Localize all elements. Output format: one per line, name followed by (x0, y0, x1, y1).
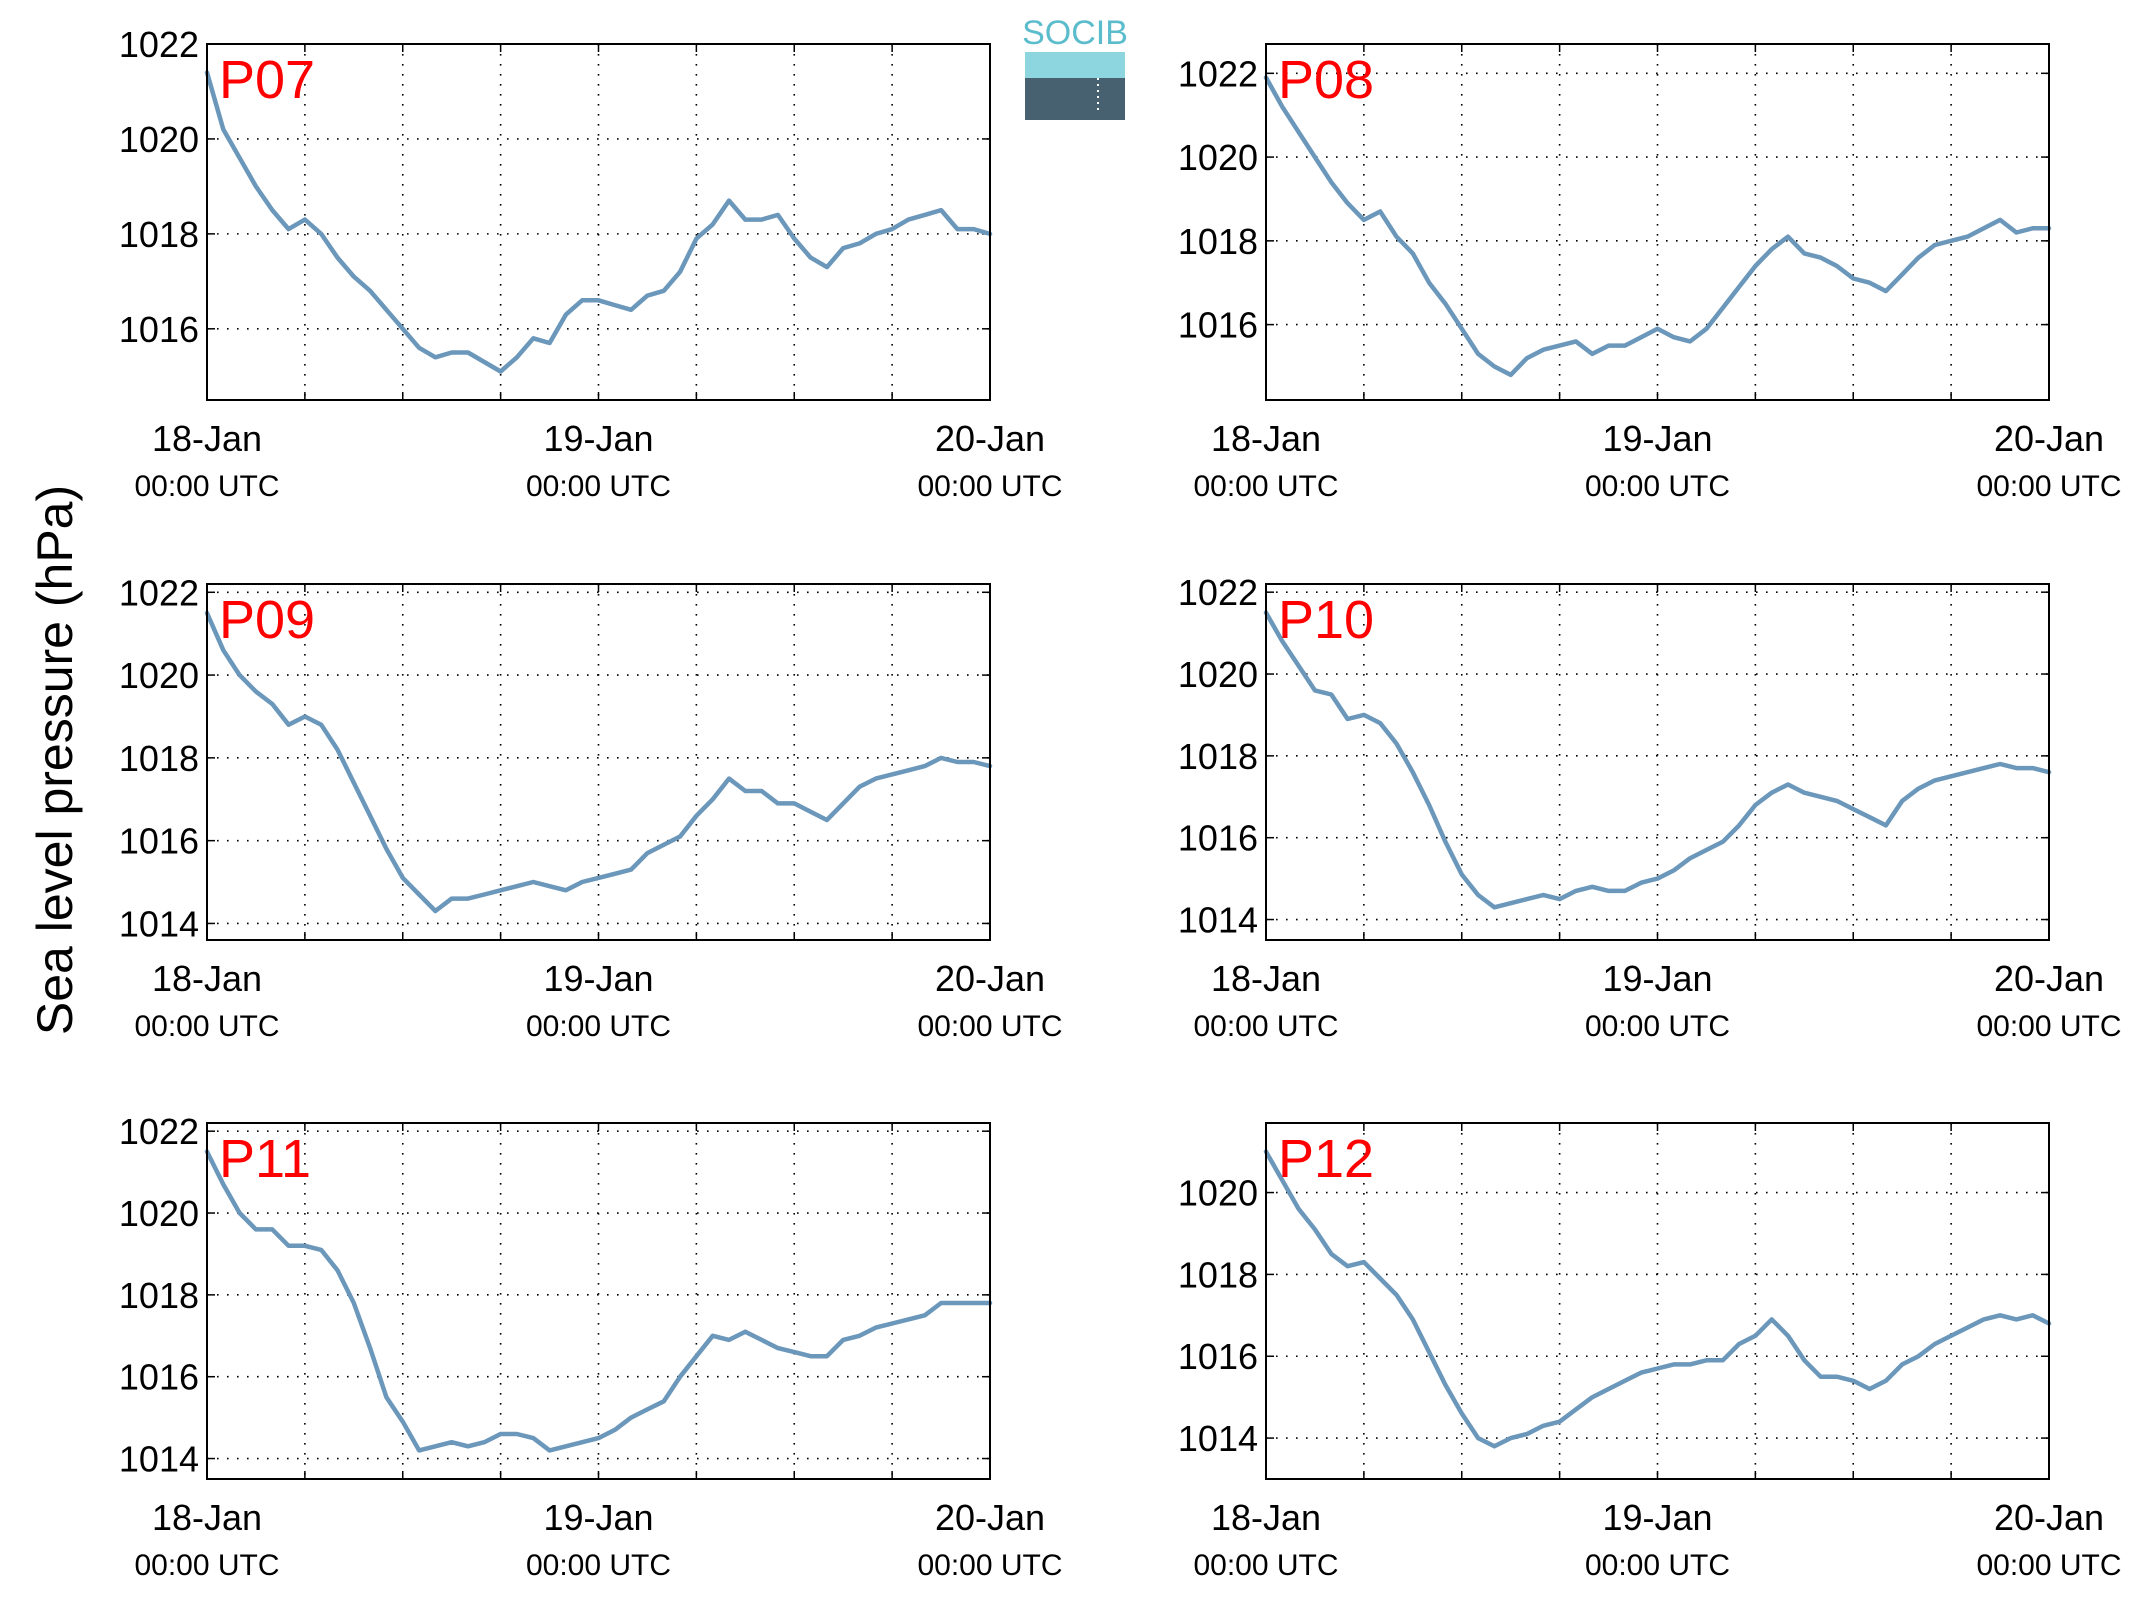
y-tick-label: 1022 (119, 572, 199, 613)
chart-panels: 1016 1018 1020 1022 18-Jan 00:00 UTC 19-Jan 00:… (119, 24, 2122, 1582)
logo-box-top (1025, 52, 1125, 78)
y-tick-label: 1020 (1178, 654, 1258, 695)
chart-panel-p11: 1014 1016 1018 1020 1022 18-Jan 00:00 UTC 19-Ja… (119, 1111, 1063, 1582)
y-tick-label: 1016 (119, 1357, 199, 1398)
axes-frame (206, 43, 991, 401)
chart-panel-p08: 1016 1018 1020 1022 18-Jan 00:00 UTC 19-Jan 00:… (1178, 43, 2122, 503)
axes-frame (206, 583, 991, 941)
y-tick-label: 1020 (119, 1193, 199, 1234)
x-tick-sublabel: 00:00 UTC (1585, 470, 1730, 503)
series-line-p09 (204, 610, 993, 914)
x-tick-label: 19-Jan (543, 1497, 653, 1538)
socib-logo: SOCIB (1022, 14, 1128, 120)
chart-panel-p07: 1016 1018 1020 1022 18-Jan 00:00 UTC 19-Jan 00:… (119, 24, 1063, 503)
plot-area (207, 584, 990, 940)
y-tick-label: 1016 (1178, 305, 1258, 346)
x-tick-sublabel: 00:00 UTC (134, 1010, 279, 1043)
plot-area (207, 1123, 990, 1479)
x-tick-label: 19-Jan (543, 958, 653, 999)
x-tick-sublabel: 00:00 UTC (526, 1549, 671, 1582)
x-tick-sublabel: 00:00 UTC (1585, 1010, 1730, 1043)
plot-area (207, 44, 990, 400)
plot-area (1266, 1123, 2049, 1479)
y-tick-label: 1020 (119, 119, 199, 160)
logo-text: SOCIB (1022, 14, 1128, 52)
chart-panel-p10: 1014 1016 1018 1020 1022 18-Jan 00:00 UTC 19-Ja… (1178, 572, 2122, 1043)
x-tick-sublabel: 00:00 UTC (1193, 470, 1338, 503)
axes-frame (206, 1122, 991, 1480)
series-line-p08 (1263, 75, 2052, 378)
x-tick-label: 18-Jan (1211, 1497, 1321, 1538)
x-tick-label: 18-Jan (1211, 418, 1321, 459)
y-tick-label: 1022 (1178, 53, 1258, 94)
y-tick-label: 1018 (1178, 1254, 1258, 1295)
chart-panel-p09: 1014 1016 1018 1020 1022 18-Jan 00:00 UTC 19-Ja… (119, 572, 1063, 1043)
y-axis-label: Sea level pressure (hPa) (27, 485, 83, 1035)
y-tick-label: 1018 (1178, 736, 1258, 777)
x-tick-label: 18-Jan (152, 958, 262, 999)
chart-panel-p12: 1014 1016 1018 1020 18-Jan 00:00 UTC 19-Jan 00:… (1178, 1122, 2122, 1582)
series-line-p07 (204, 70, 993, 374)
y-tick-label: 1020 (119, 655, 199, 696)
y-tick-label: 1022 (1178, 572, 1258, 613)
y-tick-label: 1020 (1178, 137, 1258, 178)
y-tick-label: 1016 (119, 309, 199, 350)
x-tick-sublabel: 00:00 UTC (134, 1549, 279, 1582)
y-tick-label: 1018 (119, 1275, 199, 1316)
panel-label-p11: P11 (219, 1129, 311, 1189)
x-tick-label: 19-Jan (1602, 418, 1712, 459)
panel-label-p10: P10 (1278, 590, 1374, 650)
x-tick-label: 19-Jan (1602, 958, 1712, 999)
y-tick-label: 1018 (119, 738, 199, 779)
series-line-p12 (1263, 1149, 2052, 1449)
y-tick-label: 1016 (1178, 818, 1258, 859)
y-tick-label: 1018 (1178, 221, 1258, 262)
panel-label-p09: P09 (219, 590, 315, 650)
y-tick-label: 1020 (1178, 1173, 1258, 1214)
x-tick-label: 20-Jan (935, 958, 1045, 999)
y-tick-label: 1022 (119, 24, 199, 65)
axes-frame (1265, 1122, 2050, 1480)
panel-label-p12: P12 (1278, 1129, 1374, 1189)
x-tick-label: 19-Jan (543, 418, 653, 459)
series-line-p11 (204, 1149, 993, 1453)
panel-label-p07: P07 (219, 50, 315, 110)
x-tick-label: 20-Jan (1994, 1497, 2104, 1538)
x-tick-label: 18-Jan (152, 418, 262, 459)
y-tick-label: 1018 (119, 214, 199, 255)
x-tick-label: 20-Jan (1994, 958, 2104, 999)
axes-frame (1265, 43, 2050, 401)
x-tick-label: 20-Jan (935, 418, 1045, 459)
x-tick-sublabel: 00:00 UTC (917, 470, 1062, 503)
y-tick-label: 1014 (119, 903, 199, 944)
x-tick-sublabel: 00:00 UTC (1193, 1010, 1338, 1043)
x-tick-sublabel: 00:00 UTC (526, 470, 671, 503)
x-tick-sublabel: 00:00 UTC (1585, 1549, 1730, 1582)
y-tick-label: 1014 (119, 1439, 199, 1480)
y-tick-label: 1022 (119, 1111, 199, 1152)
panel-label-p08: P08 (1278, 50, 1374, 110)
x-tick-sublabel: 00:00 UTC (526, 1010, 671, 1043)
series-line-p10 (1263, 610, 2052, 910)
y-tick-label: 1016 (119, 821, 199, 862)
x-tick-label: 20-Jan (935, 1497, 1045, 1538)
x-tick-label: 19-Jan (1602, 1497, 1712, 1538)
y-tick-label: 1014 (1178, 900, 1258, 941)
y-tick-label: 1014 (1178, 1418, 1258, 1459)
x-tick-sublabel: 00:00 UTC (1976, 1010, 2121, 1043)
x-tick-label: 20-Jan (1994, 418, 2104, 459)
x-tick-label: 18-Jan (1211, 958, 1321, 999)
x-tick-label: 18-Jan (152, 1497, 262, 1538)
y-tick-label: 1016 (1178, 1336, 1258, 1377)
plot-area (1266, 44, 2049, 400)
x-tick-sublabel: 00:00 UTC (917, 1010, 1062, 1043)
x-tick-sublabel: 00:00 UTC (917, 1549, 1062, 1582)
plot-area (1266, 584, 2049, 940)
x-tick-sublabel: 00:00 UTC (1193, 1549, 1338, 1582)
axes-frame (1265, 583, 2050, 941)
x-tick-sublabel: 00:00 UTC (1976, 1549, 2121, 1582)
x-tick-sublabel: 00:00 UTC (134, 470, 279, 503)
x-tick-sublabel: 00:00 UTC (1976, 470, 2121, 503)
